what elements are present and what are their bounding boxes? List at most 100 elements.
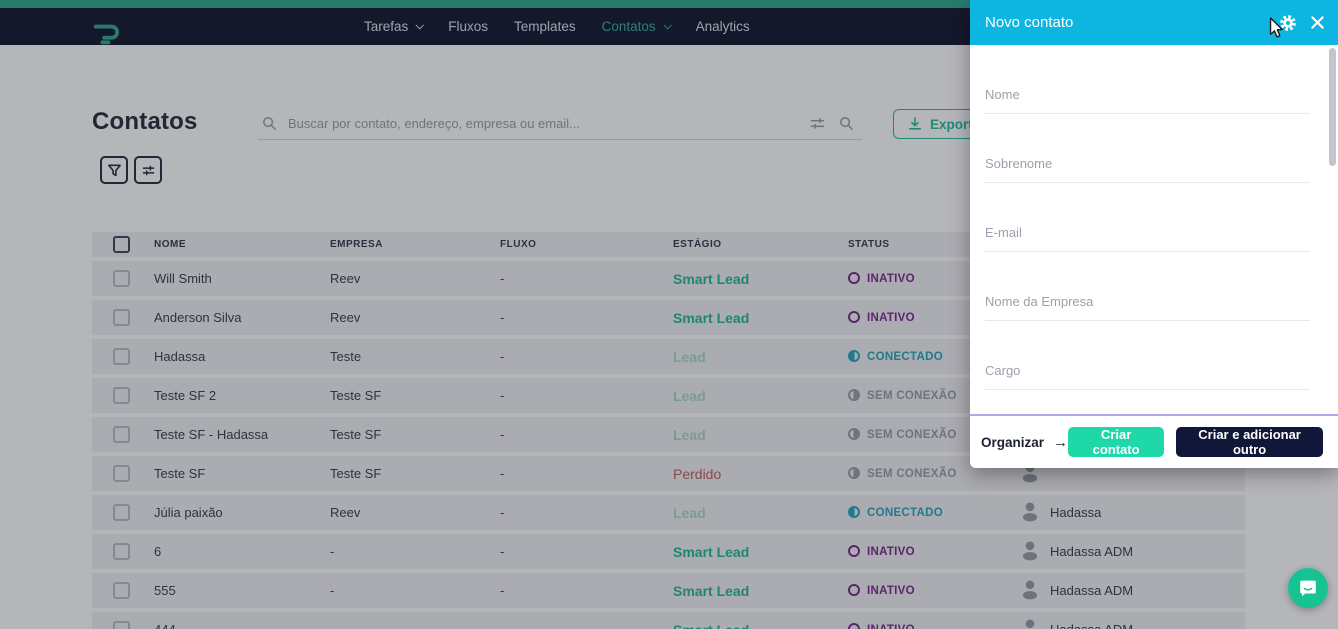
table-row[interactable]: 555 - - Smart Lead INATIVO Hadassa ADM	[92, 569, 1245, 608]
status-icon	[848, 584, 860, 596]
status-label: CONECTADO	[867, 507, 943, 519]
flow-value: -	[500, 335, 673, 374]
flow-value: -	[500, 413, 673, 452]
row-checkbox[interactable]	[113, 504, 130, 521]
stage-label: Perdido	[673, 452, 848, 491]
filter-button[interactable]	[100, 156, 128, 184]
select-all-checkbox[interactable]	[113, 236, 130, 253]
stage-label: Lead	[673, 374, 848, 413]
status-cell: SEM CONEXÃO	[848, 452, 1020, 491]
status-label: SEM CONEXÃO	[867, 429, 957, 441]
search-settings-icon[interactable]	[810, 116, 825, 131]
status-cell: INATIVO	[848, 608, 1020, 629]
drawer-footer: Organizar → Criar contato Criar e adicion…	[970, 414, 1338, 468]
avatar-icon	[1020, 617, 1040, 629]
owner-name: Hadassa	[1050, 505, 1102, 520]
empresa-field[interactable]	[985, 294, 1310, 321]
row-checkbox[interactable]	[113, 270, 130, 287]
status-cell: CONECTADO	[848, 335, 1020, 374]
search-icon	[262, 116, 277, 136]
column-header-fluxo: FLUXO	[500, 239, 537, 250]
company-name: Teste SF	[330, 374, 500, 413]
create-contact-button[interactable]: Criar contato	[1068, 427, 1165, 457]
field-sobrenome	[985, 155, 1310, 183]
contact-name: Anderson Silva	[154, 296, 330, 335]
sliders-icon	[142, 165, 154, 175]
status-icon	[848, 467, 860, 479]
table-row[interactable]: 6 - - Smart Lead INATIVO Hadassa ADM	[92, 530, 1245, 569]
organize-button[interactable]: Organizar →	[981, 433, 1069, 451]
status-label: INATIVO	[867, 624, 915, 629]
row-checkbox[interactable]	[113, 621, 130, 629]
sobrenome-field[interactable]	[985, 156, 1310, 183]
email-field[interactable]	[985, 225, 1310, 252]
drawer-header: Novo contato	[970, 0, 1338, 45]
advanced-filter-button[interactable]	[134, 156, 162, 184]
status-label: INATIVO	[867, 546, 915, 558]
nav-item-fluxos[interactable]: Fluxos	[448, 19, 489, 34]
row-checkbox[interactable]	[113, 465, 130, 482]
status-icon	[848, 623, 860, 629]
table-row[interactable]: Teste SF - Hadassa Teste SF - Lead SEM C…	[92, 413, 1245, 452]
column-header-status: STATUS	[848, 239, 890, 250]
page-title: Contatos	[92, 108, 198, 135]
company-name: Reev	[330, 491, 500, 530]
nav-item-tarefas[interactable]: Tarefas	[364, 19, 425, 34]
company-name: Teste SF	[330, 452, 500, 491]
company-name: Teste SF	[330, 413, 500, 452]
search-input[interactable]	[258, 108, 862, 140]
company-name: -	[330, 530, 500, 569]
status-icon	[848, 350, 860, 362]
status-label: SEM CONEXÃO	[867, 390, 957, 402]
search-bar	[258, 108, 862, 140]
row-checkbox[interactable]	[113, 426, 130, 443]
nome-field[interactable]	[985, 87, 1310, 114]
stage-label: Smart Lead	[673, 569, 848, 608]
stage-label: Smart Lead	[673, 257, 848, 296]
status-icon	[848, 428, 860, 440]
table-row[interactable]: 444 - - Smart Lead INATIVO Hadassa ADM	[92, 608, 1245, 629]
stage-label: Smart Lead	[673, 608, 848, 629]
owner-cell: Hadassa ADM	[1020, 608, 1245, 629]
status-cell: INATIVO	[848, 257, 1020, 296]
nav-item-templates[interactable]: Templates	[514, 19, 576, 34]
close-icon[interactable]	[1310, 15, 1325, 30]
avatar-icon	[1020, 500, 1040, 525]
status-cell: SEM CONEXÃO	[848, 413, 1020, 452]
create-and-add-button[interactable]: Criar e adicionar outro	[1176, 427, 1323, 457]
status-icon	[848, 272, 860, 284]
field-email	[985, 224, 1310, 252]
row-checkbox[interactable]	[113, 387, 130, 404]
arrow-right-icon: →	[1053, 433, 1069, 451]
row-checkbox[interactable]	[113, 348, 130, 365]
nav-item-contatos[interactable]: Contatos	[602, 19, 672, 34]
table-row[interactable]: Júlia paixão Reev - Lead CONECTADO Hadas…	[92, 491, 1245, 530]
funnel-icon	[107, 164, 121, 176]
flow-value: -	[500, 374, 673, 413]
cargo-field[interactable]	[985, 363, 1310, 390]
download-icon	[908, 117, 922, 130]
flow-value: -	[500, 296, 673, 335]
column-header-nome: NOME	[154, 239, 186, 250]
owner-name: Hadassa ADM	[1050, 544, 1134, 559]
status-cell: SEM CONEXÃO	[848, 374, 1020, 413]
status-label: SEM CONEXÃO	[867, 468, 957, 480]
contact-name: Teste SF 2	[154, 374, 330, 413]
row-checkbox[interactable]	[113, 582, 130, 599]
stage-label: Smart Lead	[673, 296, 848, 335]
new-contact-drawer: Novo contato Organizar→ Criar contato Cr…	[970, 0, 1338, 468]
drawer-scrollbar[interactable]	[1329, 48, 1336, 166]
search-submit-icon[interactable]	[839, 116, 854, 131]
contact-name: 555	[154, 569, 330, 608]
chat-widget-button[interactable]	[1288, 568, 1328, 608]
gear-icon[interactable]	[1279, 14, 1297, 32]
reev-logo-icon[interactable]	[92, 22, 122, 51]
row-checkbox[interactable]	[113, 543, 130, 560]
column-header-empresa: EMPRESA	[330, 239, 383, 250]
owner-name: Hadassa ADM	[1050, 583, 1134, 598]
nav-item-analytics[interactable]: Analytics	[695, 19, 750, 34]
owner-cell: Hadassa ADM	[1020, 569, 1245, 608]
company-name: Reev	[330, 296, 500, 335]
row-checkbox[interactable]	[113, 309, 130, 326]
status-cell: CONECTADO	[848, 491, 1020, 530]
